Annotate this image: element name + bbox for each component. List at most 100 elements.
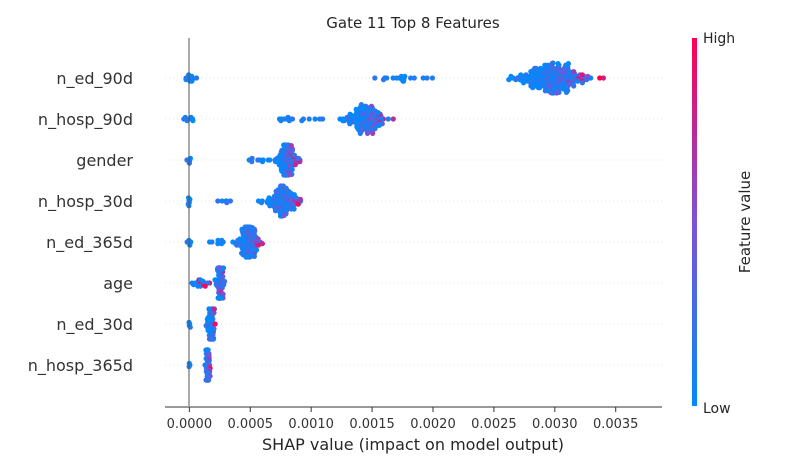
shap-point [249,225,255,231]
shap-point [255,236,261,242]
shap-point [557,83,563,89]
shap-point [202,283,208,289]
shap-point [285,114,291,120]
shap-point [295,201,301,207]
shap-point [567,69,573,75]
shap-point [215,237,221,243]
shap-point [266,195,272,201]
shap-point [353,106,359,112]
shap-point [398,73,404,79]
shap-point [565,61,572,67]
shap-point [278,183,284,189]
shap-point [375,110,381,116]
feature-label: n_ed_30d [56,315,133,335]
shap-point [523,72,529,78]
feature-label: n_hosp_365d [28,356,133,376]
shap-point [214,283,221,289]
shap-point [207,373,213,379]
shap-point [192,280,198,286]
x-tick-label: 0.0035 [593,417,639,432]
shap-point [216,265,222,271]
shap-point [206,306,212,312]
shap-point [255,242,261,248]
shap-point [359,105,365,111]
shap-point [579,72,586,78]
shap-point [277,152,283,158]
colorbar [692,38,697,406]
shap-point [555,61,561,67]
shap-point [600,75,607,81]
shap-point [239,226,245,232]
shap-point [273,188,279,194]
shap-point [359,127,365,133]
feature-label: n_hosp_90d [38,110,133,130]
shap-point [585,73,591,79]
shap-point [532,65,538,71]
feature-label: age [103,274,133,293]
shap-point [550,60,556,66]
shap-point [259,159,266,165]
shap-point [288,190,294,196]
shap-point [271,195,277,201]
shap-point [288,143,294,149]
shap-point [216,295,222,301]
shap-point [545,62,551,68]
shap-point [541,83,547,89]
shap-point [366,105,372,111]
shap-point [187,324,193,330]
shap-point [364,130,371,136]
shap-point [545,88,551,94]
shap-point [424,75,430,81]
x-tick-label: 0.0025 [471,417,517,432]
shap-point [571,83,577,89]
x-tick-label: 0.0030 [532,417,578,432]
shap-point [281,142,287,148]
chart-title: Gate 11 Top 8 Features [326,14,500,32]
shap-point [281,212,287,218]
shap-point [346,119,352,125]
colorbar-high-label: High [703,31,735,47]
shap-point [296,155,302,161]
shap-point [344,114,350,120]
shap-point [267,203,273,209]
feature-label: n_ed_365d [46,233,133,253]
shap-point [408,75,414,81]
shap-point [219,237,225,243]
shap-point [212,321,218,327]
shap-point [420,75,426,81]
shap-point [340,118,346,124]
x-tick-label: 0.0005 [228,417,274,432]
colorbar-title: Feature value [736,171,754,273]
shap-point [278,118,284,124]
shap-point [181,116,187,122]
shap-point [566,81,572,87]
shap-point [183,77,189,83]
shap-point [212,277,218,283]
shap-point [197,277,203,283]
shap-point [520,78,526,84]
shap-point [187,242,193,248]
shap-point [276,162,282,168]
shap-point [248,253,254,259]
shap-point [525,78,531,84]
shap-point [249,155,255,161]
shap-point [554,90,560,96]
shap-point [561,86,567,92]
shap-point [205,327,211,333]
shap-point [352,119,359,125]
shap-point [297,196,303,202]
shap-point [206,351,212,357]
x-tick-label: 0.0000 [167,417,213,432]
feature-label: n_ed_90d [56,69,133,89]
shap-point [243,254,249,260]
shap-point [204,377,210,383]
shap-point [372,75,378,81]
shap-point [537,85,543,91]
shap-point [390,75,396,81]
shap-point [270,203,276,209]
shap-point [355,126,361,132]
shap-point [518,72,524,78]
shap-point [292,162,298,168]
shap-point [237,236,243,242]
